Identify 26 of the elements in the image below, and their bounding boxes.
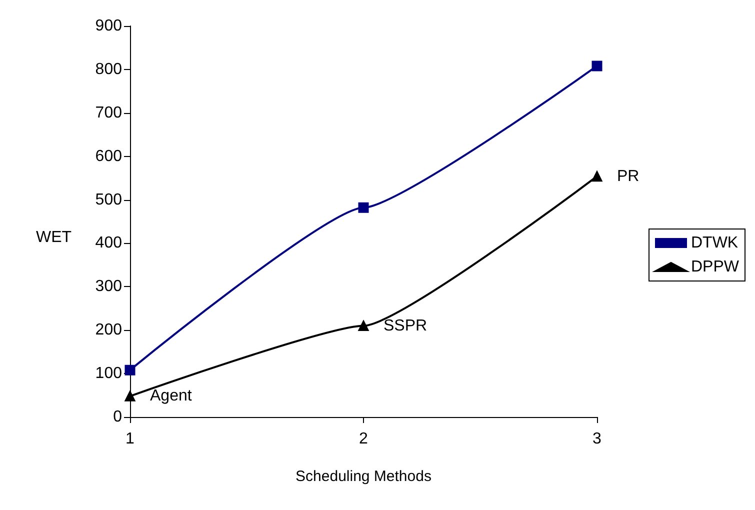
y-tick-label: 900 (95, 18, 122, 34)
y-tick-label: 0 (113, 408, 122, 426)
legend-label: DPPW (691, 258, 740, 276)
point (358, 320, 369, 332)
y-tick-label: 300 (95, 278, 122, 296)
point (124, 390, 136, 402)
y-tick-label: 100 (95, 365, 122, 382)
y-tick-label: 800 (95, 60, 122, 78)
y-tick-label: 400 (95, 234, 122, 252)
x-tick-label: 2 (359, 430, 368, 448)
x-tick-label: 3 (592, 430, 602, 448)
legend-label: DTWK (691, 234, 738, 252)
y-axis-title: WET (36, 229, 72, 246)
y-tick-label: 600 (95, 148, 122, 165)
annotation: SSPR (384, 317, 428, 334)
y-tick-label: 500 (95, 191, 122, 208)
x-tick-label: 1 (126, 430, 135, 448)
x-axis-title: Scheduling Methods (296, 468, 432, 485)
point (358, 202, 369, 213)
point (592, 171, 602, 182)
point (592, 60, 602, 72)
y-tick-label: 700 (95, 104, 122, 122)
annotation: PR (617, 168, 640, 185)
point (124, 364, 136, 376)
y-tick-label: 200 (95, 322, 122, 339)
annotation: Agent (150, 388, 192, 405)
